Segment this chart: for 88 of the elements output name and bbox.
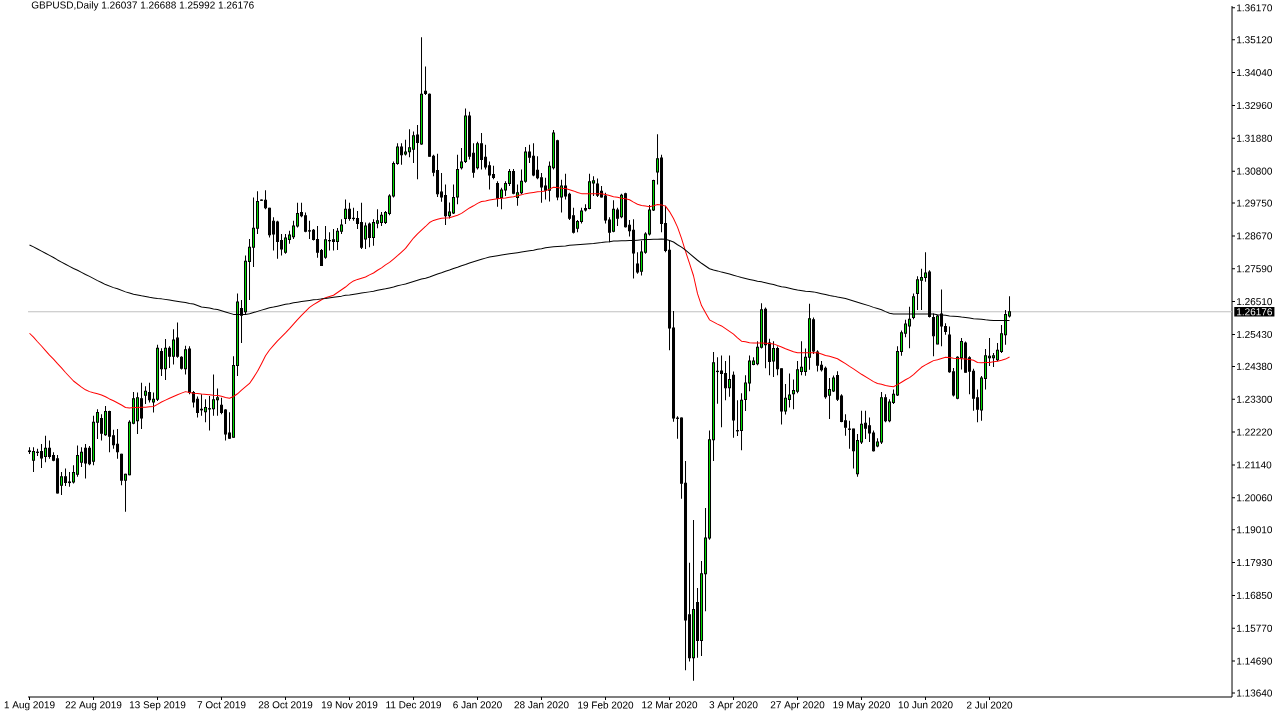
chart-title: GBPUSD,Daily 1.26037 1.26688 1.25992 1.26176 — [31, 1, 254, 11]
y-tick-label: 1.34040 — [1237, 69, 1273, 77]
x-tick-label: 6 Jan 2020 — [453, 701, 502, 709]
candlestick — [764, 306, 768, 369]
candlestick — [404, 139, 408, 157]
y-tick-label: 1.32960 — [1237, 101, 1273, 109]
candlestick — [916, 275, 920, 311]
candlestick — [144, 385, 148, 405]
candlestick — [408, 128, 412, 158]
x-tick-label: 11 Dec 2019 — [386, 701, 441, 709]
x-tick-label: 19 Nov 2019 — [321, 701, 378, 709]
candlestick — [252, 197, 256, 268]
candlestick — [512, 168, 516, 194]
y-tick-label: 1.23300 — [1237, 395, 1273, 403]
y-tick-label: 1.35120 — [1237, 36, 1273, 44]
x-tick-label: 2 Jul 2020 — [966, 701, 1013, 709]
candlestick — [464, 107, 468, 164]
y-tick-label: 1.30800 — [1237, 167, 1273, 175]
y-tick-label: 1.16850 — [1237, 591, 1273, 599]
candlestick — [100, 413, 104, 442]
candlestick — [824, 365, 828, 400]
x-tick-label: 1 Aug 2019 — [4, 701, 55, 711]
candlestick — [208, 395, 212, 432]
y-tick-label: 1.21140 — [1237, 461, 1272, 469]
candlestick — [436, 153, 440, 198]
candlestick — [612, 199, 616, 232]
candlestick — [532, 142, 536, 176]
candlestick — [336, 227, 340, 251]
candlestick — [172, 328, 176, 366]
candlestick — [476, 141, 480, 171]
candlestick — [40, 443, 44, 469]
x-tick-label: 28 Oct 2019 — [258, 701, 313, 709]
y-tick-label: 1.24380 — [1237, 362, 1273, 370]
candlestick — [864, 410, 868, 440]
x-tick-label: 27 Apr 2020 — [770, 701, 825, 711]
y-tick-label: 1.13640 — [1237, 689, 1273, 697]
y-tick-label: 1.19010 — [1237, 526, 1273, 534]
y-tick-label: 1.14690 — [1237, 657, 1273, 665]
candlestick — [372, 218, 376, 247]
x-tick-label: 7 Oct 2019 — [197, 701, 246, 709]
candlestick — [276, 221, 280, 260]
x-tick-label: 13 Sep 2019 — [129, 701, 186, 711]
candlestick — [596, 177, 600, 198]
candlestick — [64, 468, 68, 487]
y-tick-label: 1.31880 — [1237, 134, 1273, 142]
candlestick — [692, 519, 696, 682]
y-tick-label: 1.36170 — [1237, 4, 1273, 12]
y-tick-label: 1.29750 — [1237, 199, 1273, 207]
candlestick — [204, 398, 208, 423]
candlestick — [332, 228, 336, 252]
y-tick-label: 1.25430 — [1237, 330, 1273, 338]
candlestick — [32, 446, 36, 473]
candlestick — [412, 131, 416, 164]
candlestick — [200, 393, 204, 417]
y-tick-label: 1.27590 — [1237, 265, 1273, 273]
candlestick — [724, 360, 728, 401]
y-tick-label: 1.28670 — [1237, 232, 1273, 240]
x-tick-label: 19 May 2020 — [833, 701, 891, 711]
candlestick — [360, 202, 364, 250]
x-tick-label: 22 Aug 2019 — [65, 701, 122, 711]
candlestick — [56, 454, 60, 494]
candlestick — [720, 354, 724, 428]
candlestick — [352, 207, 356, 220]
candlestick — [344, 198, 348, 225]
y-tick-label: 1.26510 — [1237, 298, 1273, 306]
candlestick — [156, 344, 160, 402]
candlestick — [164, 338, 168, 381]
y-tick-label: 1.22220 — [1237, 428, 1273, 436]
y-tick-label: 1.15770 — [1237, 624, 1273, 632]
candlestick — [136, 392, 140, 435]
x-tick-label: 12 Mar 2020 — [642, 701, 698, 709]
candlestick — [920, 268, 924, 311]
candlestick — [140, 382, 144, 430]
x-tick-label: 28 Jan 2020 — [514, 701, 569, 709]
candlestick — [964, 340, 968, 373]
x-tick-label: 19 Feb 2020 — [578, 701, 634, 709]
candlestick — [480, 132, 484, 171]
candlestick — [224, 409, 228, 442]
candlestick — [348, 202, 352, 222]
x-tick-label: 3 Apr 2020 — [709, 701, 758, 711]
y-tick-label: 1.20060 — [1237, 494, 1273, 502]
x-tick-label: 10 Jun 2020 — [898, 701, 953, 709]
ref-line-label: 1.26176 — [1237, 308, 1272, 316]
candlestick — [736, 399, 740, 437]
candlestick — [284, 233, 288, 255]
candlestick — [636, 251, 640, 275]
candlestick — [400, 142, 404, 166]
y-tick-label: 1.17930 — [1237, 559, 1273, 567]
